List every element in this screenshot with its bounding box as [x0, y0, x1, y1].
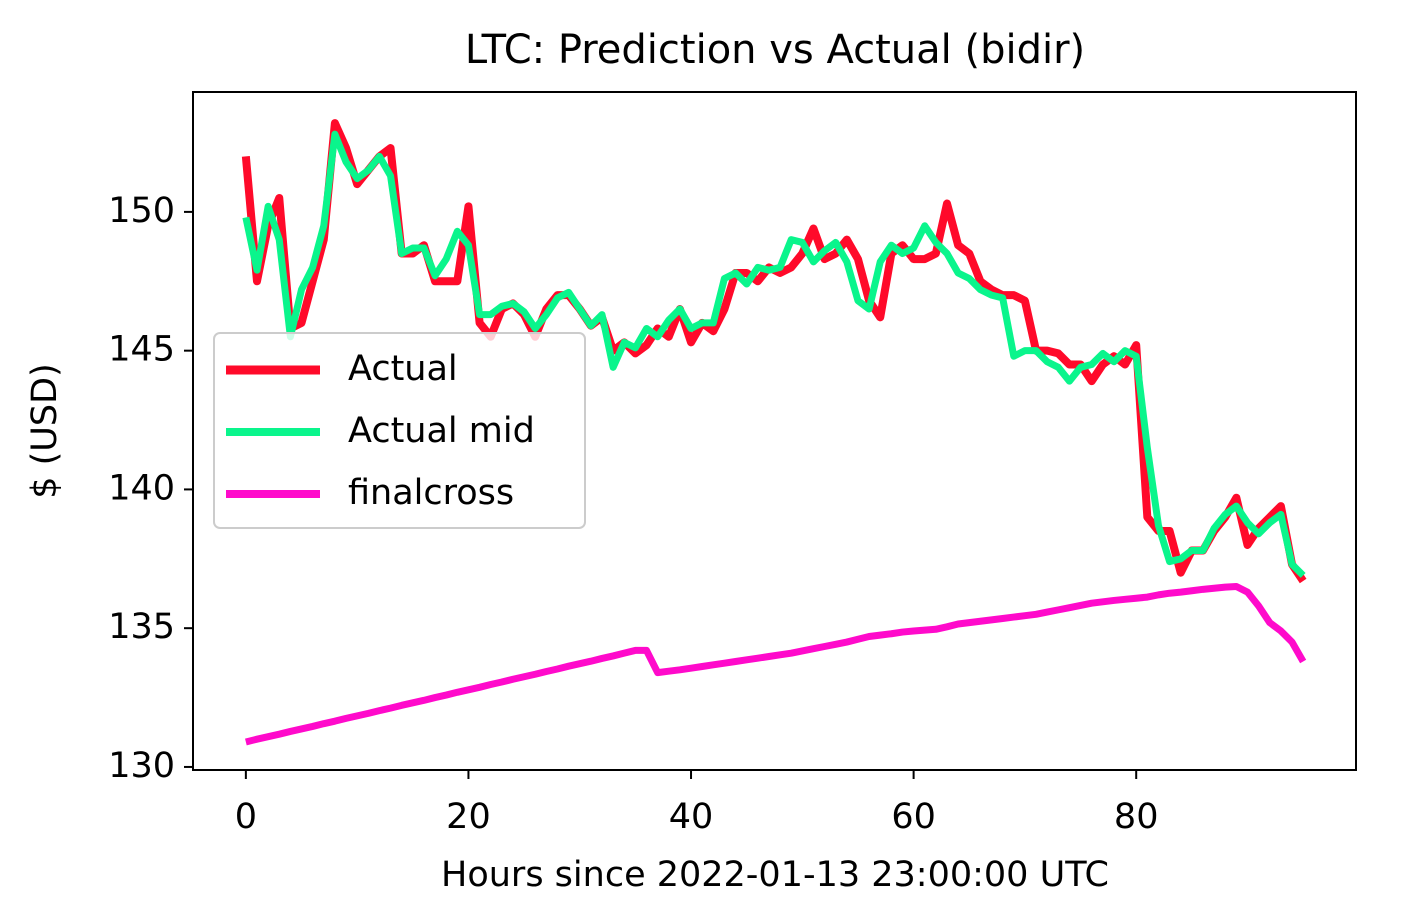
- legend-box: [213, 332, 586, 529]
- y-tick-label: 135: [108, 607, 175, 647]
- legend-label: finalcross: [348, 473, 514, 513]
- series-line: [242, 130, 1306, 578]
- y-tick-label: 140: [108, 468, 175, 508]
- x-tick-label: 0: [235, 797, 257, 837]
- x-axis-label: Hours since 2022-01-13 23:00:00 UTC: [441, 855, 1109, 895]
- legend-label: Actual mid: [348, 411, 535, 451]
- y-tick-label: 130: [108, 746, 175, 786]
- x-tick-label: 20: [446, 797, 491, 837]
- series-line: [245, 583, 1307, 746]
- y-tick-label: 145: [108, 330, 175, 370]
- chart-title: LTC: Prediction vs Actual (bidir): [465, 27, 1085, 73]
- legend: Actual Actual mid finalcross: [213, 332, 586, 529]
- legend-label: Actual: [348, 349, 458, 389]
- y-tick-label: 150: [108, 191, 175, 231]
- x-tick-label: 60: [891, 797, 936, 837]
- y-axis-label: $ (USD): [25, 363, 65, 499]
- x-tick-label: 80: [1114, 797, 1159, 837]
- x-tick-label: 40: [669, 797, 714, 837]
- plot-frame: [192, 91, 1357, 771]
